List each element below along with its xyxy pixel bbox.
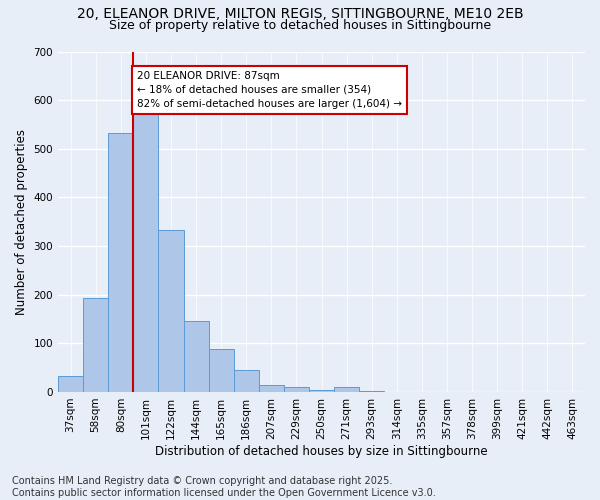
Bar — [334, 387, 359, 392]
Bar — [233, 370, 259, 392]
Bar — [309, 390, 334, 392]
Bar — [259, 385, 284, 392]
Bar — [83, 298, 108, 392]
Text: Size of property relative to detached houses in Sittingbourne: Size of property relative to detached ho… — [109, 19, 491, 32]
Bar — [108, 132, 133, 392]
Text: Contains HM Land Registry data © Crown copyright and database right 2025.
Contai: Contains HM Land Registry data © Crown c… — [12, 476, 436, 498]
Bar — [359, 391, 384, 392]
Bar — [184, 322, 209, 392]
Bar — [133, 112, 158, 392]
Bar — [209, 349, 233, 392]
Bar — [158, 230, 184, 392]
X-axis label: Distribution of detached houses by size in Sittingbourne: Distribution of detached houses by size … — [155, 444, 488, 458]
Y-axis label: Number of detached properties: Number of detached properties — [15, 128, 28, 314]
Bar — [284, 387, 309, 392]
Bar — [58, 376, 83, 392]
Text: 20, ELEANOR DRIVE, MILTON REGIS, SITTINGBOURNE, ME10 2EB: 20, ELEANOR DRIVE, MILTON REGIS, SITTING… — [77, 8, 523, 22]
Text: 20 ELEANOR DRIVE: 87sqm
← 18% of detached houses are smaller (354)
82% of semi-d: 20 ELEANOR DRIVE: 87sqm ← 18% of detache… — [137, 71, 402, 109]
